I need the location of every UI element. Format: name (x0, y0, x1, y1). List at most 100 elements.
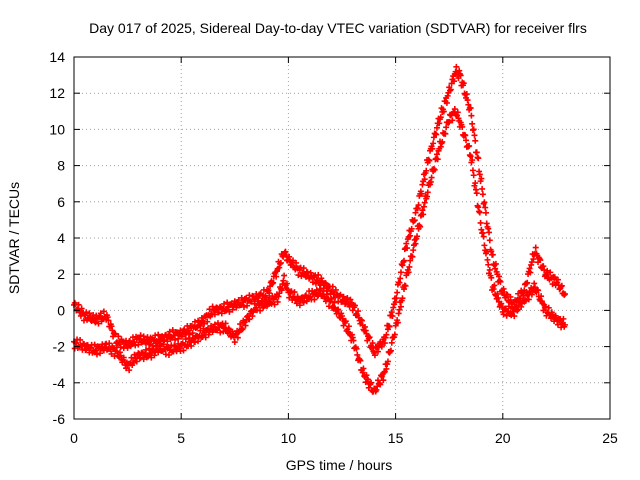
data-point-marker (446, 118, 453, 125)
data-point-marker (133, 358, 140, 365)
data-point-marker (369, 340, 376, 347)
data-point-marker (397, 269, 404, 276)
data-point-marker (426, 157, 433, 164)
data-point-marker (77, 336, 84, 343)
data-point-marker (189, 330, 196, 337)
data-point-marker (126, 367, 133, 374)
data-point-marker (380, 377, 387, 384)
data-point-marker (417, 223, 424, 230)
data-point-marker (443, 99, 450, 106)
data-point-marker (449, 117, 456, 124)
data-point-marker (532, 244, 539, 251)
y-tick-label: 12 (49, 85, 65, 101)
data-point-marker (113, 344, 120, 351)
data-point-marker (165, 343, 172, 350)
data-point-marker (478, 175, 485, 182)
data-point-marker (473, 190, 480, 197)
data-point-marker (524, 279, 531, 286)
data-point-marker (404, 245, 411, 252)
data-point-marker (344, 295, 351, 302)
data-point-marker (360, 365, 367, 372)
data-point-marker (472, 137, 479, 144)
data-point-marker (453, 63, 460, 70)
data-point-marker (469, 120, 476, 127)
data-point-marker (497, 278, 504, 285)
data-point-marker (157, 342, 164, 349)
data-point-marker (202, 334, 209, 341)
data-point-marker (309, 279, 316, 286)
x-tick-label: 15 (388, 430, 404, 446)
data-point-marker (246, 316, 253, 323)
data-point-marker (83, 309, 90, 316)
data-point-marker (353, 345, 360, 352)
data-point-marker (437, 114, 444, 121)
data-point-marker (423, 167, 430, 174)
y-tick-label: -6 (53, 411, 66, 427)
data-point-marker (239, 326, 246, 333)
data-point-marker (288, 288, 295, 295)
data-point-marker (280, 277, 287, 284)
data-point-marker (108, 350, 115, 357)
data-point-marker (277, 260, 284, 267)
data-point-marker (251, 300, 258, 307)
data-point-marker (504, 291, 511, 298)
data-point-marker (418, 190, 425, 197)
data-point-marker (142, 346, 149, 353)
tick-layer: 0 5 10 15 20 25 -6 -4 -2 0 2 4 6 8 10 12 14 (49, 49, 618, 446)
data-point-marker (337, 291, 344, 298)
data-point-marker (527, 269, 534, 276)
data-point-marker (349, 307, 356, 314)
data-point-marker (451, 78, 458, 85)
data-point-marker (237, 321, 244, 328)
data-point-marker (266, 294, 273, 301)
data-point-marker (223, 307, 230, 314)
data-point-marker (268, 300, 275, 307)
data-point-marker (172, 336, 179, 343)
data-point-marker (442, 130, 449, 137)
data-point-marker (354, 351, 361, 358)
data-point-marker (479, 185, 486, 192)
data-point-marker (558, 282, 565, 289)
data-point-marker (459, 123, 466, 130)
x-tick-label: 25 (602, 430, 618, 446)
data-point-marker (488, 274, 495, 281)
x-tick-label: 5 (177, 430, 185, 446)
data-point-marker (525, 296, 532, 303)
data-point-marker (274, 298, 281, 305)
data-point-marker (447, 87, 454, 94)
x-axis-title: GPS time / hours (286, 457, 393, 473)
data-point-marker (345, 323, 352, 330)
data-point-marker (342, 318, 349, 325)
data-point-marker (414, 233, 421, 240)
data-point-marker (270, 279, 277, 286)
data-point-marker (457, 72, 464, 79)
data-point-marker (169, 327, 176, 334)
data-point-marker (97, 310, 104, 317)
data-point-marker (350, 337, 357, 344)
data-point-marker (399, 295, 406, 302)
data-point-marker (440, 108, 447, 115)
data-point-marker (93, 351, 100, 358)
data-point-marker (396, 306, 403, 313)
data-point-marker (291, 289, 298, 296)
data-point-marker (386, 323, 393, 330)
data-point-marker (231, 339, 238, 346)
data-point-marker (393, 295, 400, 302)
data-point-marker (511, 313, 518, 320)
data-point-marker (447, 86, 454, 93)
data-point-marker (240, 303, 247, 310)
series-upper-band (71, 63, 568, 359)
data-point-marker (460, 80, 467, 87)
data-point-marker (491, 282, 498, 289)
data-point-marker (537, 257, 544, 264)
data-point-marker (352, 302, 359, 309)
data-point-marker (235, 297, 242, 304)
data-point-marker (95, 320, 102, 327)
data-point-marker (542, 303, 549, 310)
y-tick-label: 0 (57, 302, 65, 318)
data-point-marker (500, 311, 507, 318)
data-point-marker (394, 319, 401, 326)
data-point-marker (476, 171, 483, 178)
data-point-marker (130, 359, 137, 366)
